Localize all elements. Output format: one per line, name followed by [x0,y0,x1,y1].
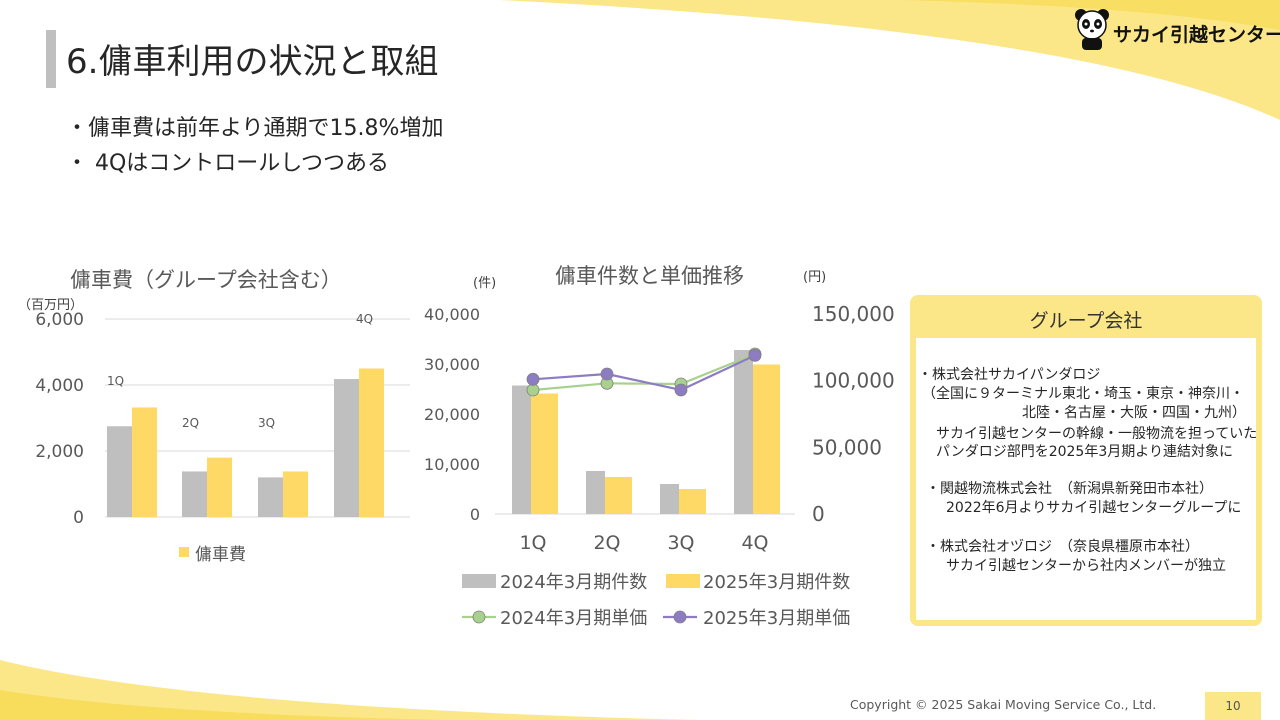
chart1-ytick-label: 6,000 [35,310,84,330]
chart2-legend-swatch-prev-count [462,574,496,588]
chart2-bar-current-count [605,477,632,514]
page-title: 6.傭車利用の状況と取組 [66,42,439,82]
chart2-line-current-price-marker [600,367,614,381]
chart2-right-tick: 50,000 [812,435,882,459]
chart2-line-current-price-marker [748,348,762,362]
company-line-6: ・関越物流株式会社 （新潟県新発田市本社） [926,481,1213,497]
chart1-bar-current [359,368,384,517]
chart2-title: 傭車件数と単価推移 [555,264,744,288]
chart2-bar-prev-count [660,484,679,514]
chart2-legend-prev-price: 2024年3月期単価 [500,608,647,629]
bullet-2: ・ 4Qはコントロールしつつある [66,151,389,176]
chart1-bar-current [132,407,157,517]
chart1-bar-prev [258,477,283,517]
chart2-right-tick: 150,000 [812,302,895,326]
chart2-legend-current-count: 2025年3月期件数 [703,572,850,593]
chart1-ytick-label: 2,000 [35,442,84,462]
page-number: 10 [1225,699,1241,713]
company-line-4: サカイ引越センターの幹線・一般物流を担っていた [936,426,1258,442]
chart2-category-label: 1Q [519,532,546,554]
bottom-swoosh-dark [0,690,450,720]
title-accent-bar [46,30,56,88]
chart1-bar-current [283,471,308,517]
chart2-line-current-price [532,354,756,392]
chart2-category-label: 4Q [741,532,768,554]
chart1-legend-swatch [179,547,189,557]
company-line-1: ・株式会社サカイパンダロジ [918,367,1101,383]
chart2-legend-marker-prev-price [472,610,486,624]
chart1-category-label: 1Q [107,374,124,388]
chart2-svg: 0 10,000 20,000 30,000 40,000 0 50,000 100,000 1… [424,302,895,629]
chart2-left-unit: (件) [473,276,497,291]
chart2-legend-prev-count: 2024年3月期件数 [500,572,647,593]
chart2-line-current-price-marker [526,372,540,386]
copyright-footer: Copyright © 2025 Sakai Moving Service Co… [850,697,1157,712]
chart1-ytick-label: 4,000 [35,376,84,396]
chart2-bar-current-count [531,393,558,514]
chart1-title: 傭車費（グループ会社含む） [70,268,342,292]
chart2-line-prev-price-marker [526,383,540,397]
chart2-left-tick: 0 [470,505,480,524]
group-company-title: グループ会社 [1029,310,1143,332]
chart1-ytick-label: 0 [73,508,84,528]
chart2-left-tick: 20,000 [424,405,480,424]
top-swoosh-dark [900,0,1280,30]
chart1-category-label: 3Q [258,416,275,430]
chart1-bar-prev [107,426,132,517]
bullet-1: ・傭車費は前年より通期で15.8%増加 [66,116,444,141]
chart2-bar-prev-count [734,350,753,514]
chart2-right-unit: (円) [803,270,827,285]
chart2-line-prev-price [532,352,756,392]
chart2-bar-current-count [753,364,780,514]
chart2-bar-prev-count [586,471,605,514]
company-line-8: ・株式会社オヅロジ （奈良県橿原市本社） [926,539,1199,555]
company-line-2: （全国に９ターミナル東北・埼玉・東京・神奈川・ [922,386,1244,402]
company-line-9: サカイ引越センターから社内メンバーが独立 [946,558,1226,574]
company-line-3: 北陸・名古屋・大阪・四国・九州） [1022,405,1246,421]
chart2-left-tick: 40,000 [424,305,480,324]
chart2-bar-prev-count [512,385,531,514]
chart1-bar-prev [182,471,207,517]
chart2-right-tick: 0 [812,502,825,526]
chart2-legend-marker-current-price [673,610,687,624]
top-swoosh [500,0,1280,120]
chart1-svg: 0 2,000 4,000 6,000 1Q 2Q 3Q 4Q 傭車費 [35,310,410,565]
group-company-box-inner [916,338,1256,620]
chart2-left-tick: 30,000 [424,355,480,374]
chart1-category-label: 4Q [356,312,373,326]
chart1-category-label: 2Q [182,416,199,430]
bottom-swoosh [0,660,700,720]
chart2-category-label: 2Q [593,532,620,554]
panda-logo-icon [1075,9,1109,50]
chart2-right-tick: 100,000 [812,369,895,393]
logo-text: サカイ引越センター [1113,24,1280,46]
chart1-legend-label: 傭車費 [195,545,246,565]
chart1-unit: （百万円） [18,298,84,313]
chart1-bar-prev [334,379,359,517]
chart1-bar-current [207,457,232,517]
chart2-bar-current-count [679,489,706,514]
chart2-legend-swatch-current-count [666,574,700,588]
chart2-legend-current-price: 2025年3月期単価 [703,608,850,629]
company-line-7: 2022年6月よりサカイ引越センターグループに [946,500,1242,516]
chart2-line-current-price-marker [674,383,688,397]
page-number-box [1205,692,1261,720]
chart2-category-label: 3Q [667,532,694,554]
company-line-5: パンダロジ部門を2025年3月期より連結対象に [936,444,1233,460]
chart2-left-tick: 10,000 [424,455,480,474]
